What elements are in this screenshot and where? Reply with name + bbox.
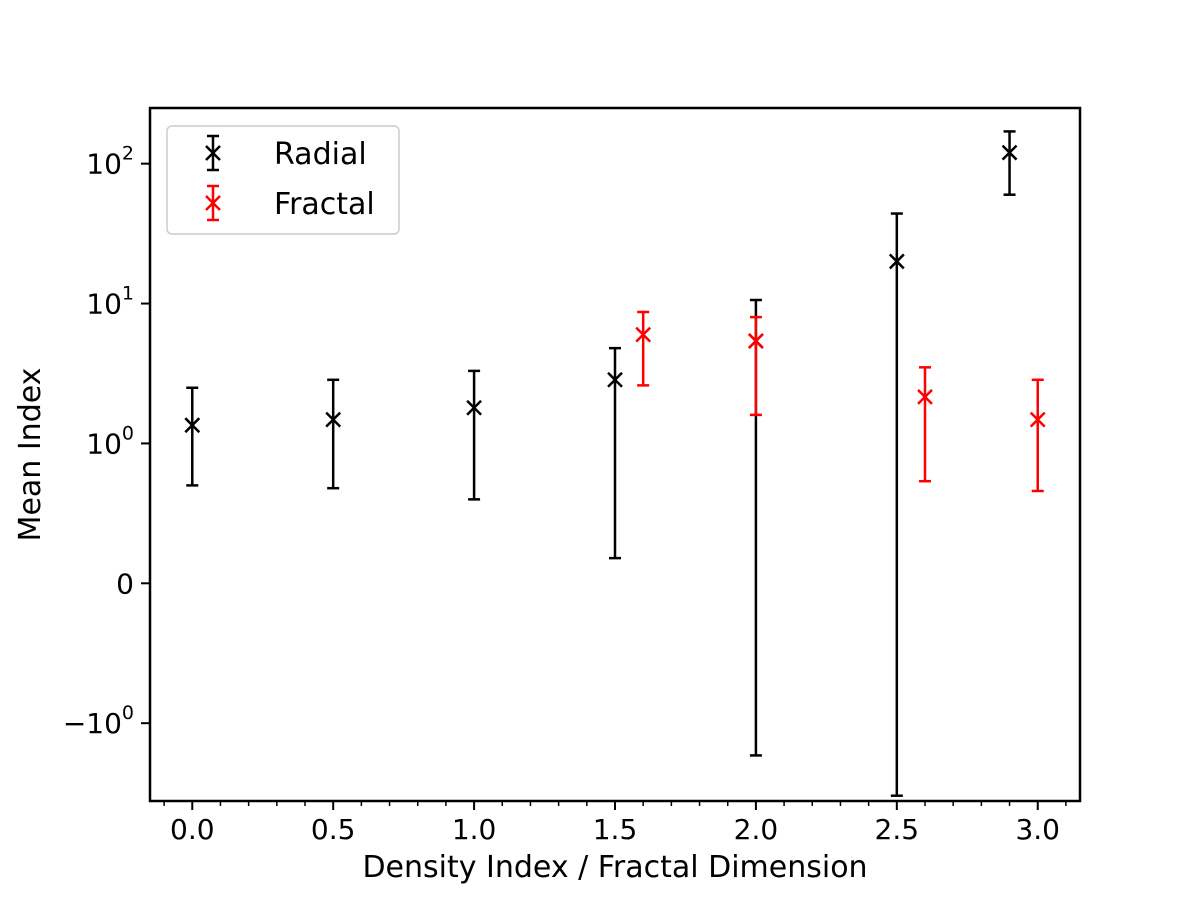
fractal-point bbox=[748, 315, 764, 417]
legend-label-radial: Radial bbox=[274, 137, 367, 172]
radial-marker bbox=[184, 417, 201, 434]
fractal-point bbox=[635, 310, 652, 387]
legend: Radial Fractal bbox=[166, 125, 400, 235]
x-tick-label: 1.5 bbox=[593, 813, 638, 846]
legend-label-fractal: Fractal bbox=[274, 187, 375, 222]
x-tick-label: 2.5 bbox=[875, 813, 920, 846]
legend-radial-marker bbox=[205, 145, 221, 161]
x-tick-label: 3.0 bbox=[1015, 813, 1060, 846]
y-tick-label: 0 bbox=[116, 567, 134, 600]
chart-marks bbox=[184, 130, 1046, 797]
radial-marker bbox=[466, 399, 482, 416]
x-tick-label: 1.0 bbox=[452, 813, 497, 846]
fractal-point bbox=[917, 366, 933, 483]
x-tick-label: 0.0 bbox=[170, 813, 215, 846]
radial-marker bbox=[607, 371, 623, 388]
radial-marker bbox=[888, 253, 905, 270]
radial-point bbox=[888, 212, 905, 797]
y-tick-label: 102 bbox=[86, 143, 134, 181]
radial-point bbox=[325, 378, 342, 490]
y-axis-ticks: 102 101 100 0 −100 bbox=[63, 143, 150, 740]
fractal-marker bbox=[1029, 411, 1046, 428]
x-axis-label: Density Index / Fractal Dimension bbox=[362, 850, 867, 885]
radial-point bbox=[1001, 130, 1018, 196]
x-tick-label: 2.0 bbox=[734, 813, 779, 846]
x-axis-ticks: 0.0 0.5 1.0 1.5 2.0 2.5 3.0 bbox=[163, 801, 1067, 846]
legend-item-radial: Radial bbox=[205, 134, 367, 172]
legend-fractal-marker bbox=[205, 195, 221, 211]
legend-box bbox=[166, 125, 400, 235]
fractal-point bbox=[1029, 378, 1046, 493]
y-tick-label: 101 bbox=[86, 283, 134, 321]
radial-marker bbox=[325, 411, 342, 428]
radial-marker bbox=[1001, 144, 1018, 161]
series-fractal bbox=[635, 310, 1046, 493]
radial-point bbox=[466, 369, 482, 501]
y-axis-label: Mean Index bbox=[13, 368, 48, 542]
radial-point bbox=[607, 346, 623, 560]
fractal-marker bbox=[635, 326, 652, 343]
x-tick-label: 0.5 bbox=[311, 813, 356, 846]
fractal-marker bbox=[748, 333, 764, 349]
legend-item-fractal: Fractal bbox=[205, 184, 375, 222]
y-tick-label: 100 bbox=[86, 422, 134, 460]
radial-point bbox=[184, 386, 201, 487]
y-tick-label: −100 bbox=[63, 702, 134, 740]
fractal-marker bbox=[917, 389, 933, 405]
